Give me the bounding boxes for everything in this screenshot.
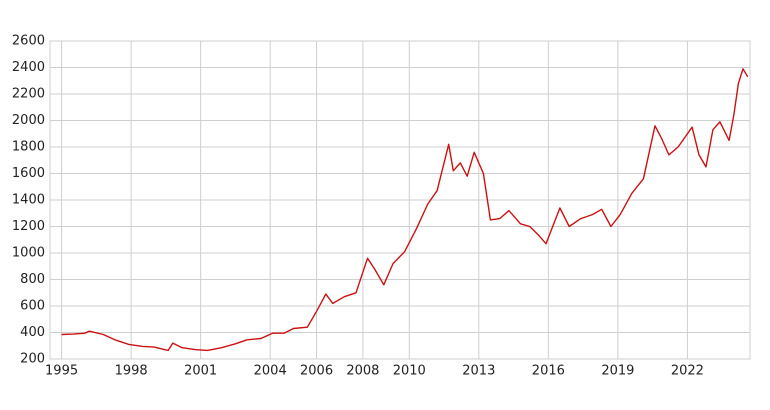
y-tick-label: 200	[20, 352, 45, 367]
y-tick-label: 1400	[12, 193, 45, 208]
x-tick-label: 2019	[601, 364, 634, 379]
x-tick-label: 2008	[346, 364, 379, 379]
y-tick-label: 1600	[12, 166, 45, 181]
y-tick-label: 1200	[12, 219, 45, 234]
y-tick-label: 400	[20, 325, 45, 340]
x-tick-label: 2004	[254, 364, 287, 379]
x-tick-label: 2001	[184, 364, 217, 379]
y-tick-label: 2400	[12, 60, 45, 75]
x-tick-label: 2006	[300, 364, 333, 379]
x-tick-label: 2022	[671, 364, 704, 379]
y-tick-label: 1800	[12, 140, 45, 155]
y-tick-label: 800	[20, 272, 45, 287]
x-tick-label: 2010	[393, 364, 426, 379]
y-tick-label: 1000	[12, 246, 45, 261]
x-tick-label: 2016	[532, 364, 565, 379]
y-tick-label: 2200	[12, 87, 45, 102]
y-tick-label: 600	[20, 299, 45, 314]
y-tick-label: 2000	[12, 113, 45, 128]
price-line	[61, 68, 749, 352]
x-tick-label: 1998	[115, 364, 148, 379]
x-tick-label: 2013	[462, 364, 495, 379]
x-tick-label: 1995	[45, 364, 78, 379]
y-tick-label: 2600	[12, 34, 45, 49]
